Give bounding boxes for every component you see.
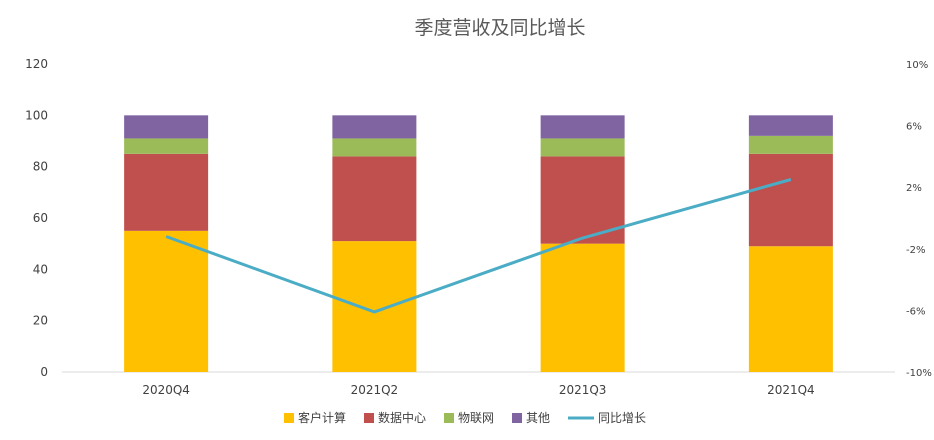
right-tick-label: 2%: [906, 183, 922, 194]
right-tick-label: -2%: [906, 245, 925, 256]
bar-segment: [748, 115, 833, 136]
left-tick-label: 100: [25, 108, 48, 122]
right-tick-label: 10%: [906, 60, 928, 71]
bar-segment: [124, 115, 209, 139]
x-tick-label: 2021Q4: [767, 383, 815, 397]
left-tick-label: 40: [33, 262, 48, 276]
bar-segment: [124, 138, 209, 154]
legend-label: 客户计算: [298, 410, 346, 425]
bar-segment: [540, 115, 625, 139]
bar-segment: [540, 138, 625, 157]
left-tick-label: 0: [40, 365, 48, 379]
bar-segment: [332, 156, 417, 242]
bar-segment: [332, 241, 417, 372]
x-axis: 2020Q4 2021Q2 2021Q3 2021Q4: [142, 383, 814, 397]
legend-swatch: [444, 413, 454, 423]
bar-segment: [332, 115, 417, 139]
right-tick-label: -10%: [906, 368, 932, 379]
bar-segment: [124, 230, 209, 372]
right-tick-label: 6%: [906, 122, 922, 133]
growth-line-layer: [165, 178, 792, 314]
legend-swatch: [512, 413, 522, 423]
chart-title: 季度营收及同比增长: [414, 17, 585, 39]
right-axis: -10% -6% -2% 2% 6% 10%: [906, 60, 932, 379]
x-tick-label: 2021Q3: [559, 383, 607, 397]
left-tick-label: 120: [25, 57, 48, 71]
legend-swatch: [364, 413, 374, 423]
growth-line: [165, 178, 792, 314]
legend: 客户计算 数据中心 物联网 其他 同比增长: [284, 410, 646, 425]
bar-segment: [124, 153, 209, 231]
bar-segment: [332, 138, 417, 157]
legend-label: 物联网: [458, 411, 494, 425]
legend-swatch: [284, 413, 294, 423]
bar-segment: [748, 246, 833, 372]
legend-label: 其他: [526, 411, 550, 425]
legend-label: 同比增长: [598, 411, 646, 425]
right-tick-label: -6%: [906, 306, 925, 317]
bar-segment: [540, 243, 625, 372]
legend-label: 数据中心: [378, 410, 426, 425]
left-axis: 0 20 40 60 80 100 120: [25, 57, 48, 379]
bar-segment: [748, 135, 833, 154]
bars: [124, 115, 833, 372]
bar-segment: [748, 153, 833, 247]
left-tick-label: 60: [33, 211, 48, 225]
left-tick-label: 20: [33, 314, 48, 328]
left-tick-label: 80: [33, 160, 48, 174]
x-tick-label: 2020Q4: [142, 383, 190, 397]
x-tick-label: 2021Q2: [351, 383, 399, 397]
